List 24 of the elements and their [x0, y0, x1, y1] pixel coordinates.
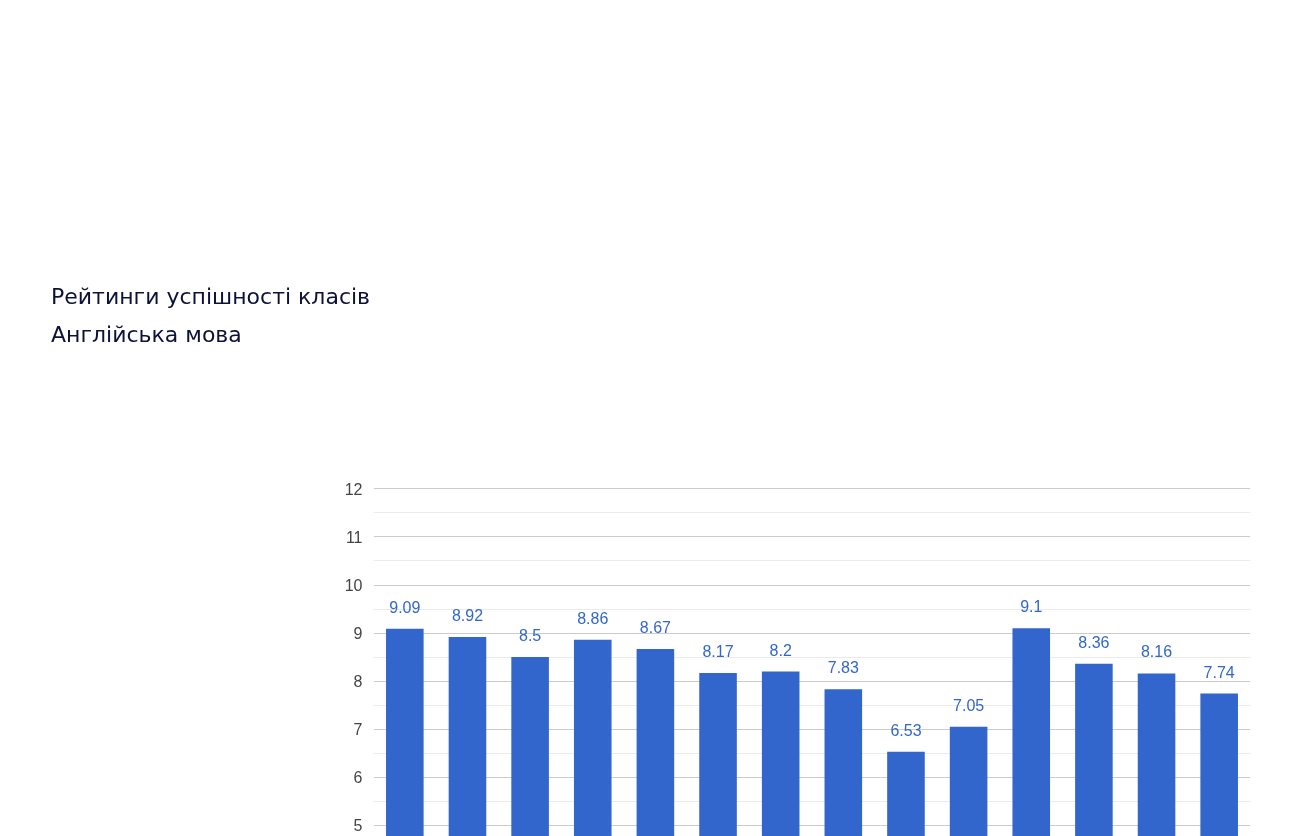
data-label: 8.5	[518, 627, 542, 645]
data-label: 8.17	[702, 642, 734, 660]
data-label: 8.86	[577, 609, 609, 627]
y-tick-label: 10	[344, 577, 363, 595]
y-tick-label: 6	[353, 769, 363, 787]
data-label: 8.36	[1078, 633, 1110, 651]
data-label: 6.53	[890, 721, 922, 739]
text: Англійська мова	[51, 321, 243, 349]
data-label: 7.74	[1203, 663, 1235, 681]
data-label: 8.92	[451, 606, 484, 624]
data-label: 9.09	[389, 598, 421, 616]
y-tick-label: 5	[353, 817, 363, 835]
y-tick-label: 8	[353, 673, 363, 691]
data-label: 9.1	[1020, 598, 1043, 616]
data-label: 7.83	[827, 659, 859, 677]
y-tick-label: 9	[353, 625, 363, 643]
chart-title: Рейтинги успішності класів	[51, 283, 371, 311]
y-tick-label: 7	[353, 721, 363, 739]
data-label: 8.67	[639, 618, 672, 636]
data-label: 8.2	[769, 641, 792, 659]
data-label: 7.05	[953, 696, 985, 714]
data-label: 8.16	[1140, 643, 1173, 661]
y-tick-label: 11	[345, 528, 363, 546]
y-tick-label: 12	[344, 480, 363, 498]
